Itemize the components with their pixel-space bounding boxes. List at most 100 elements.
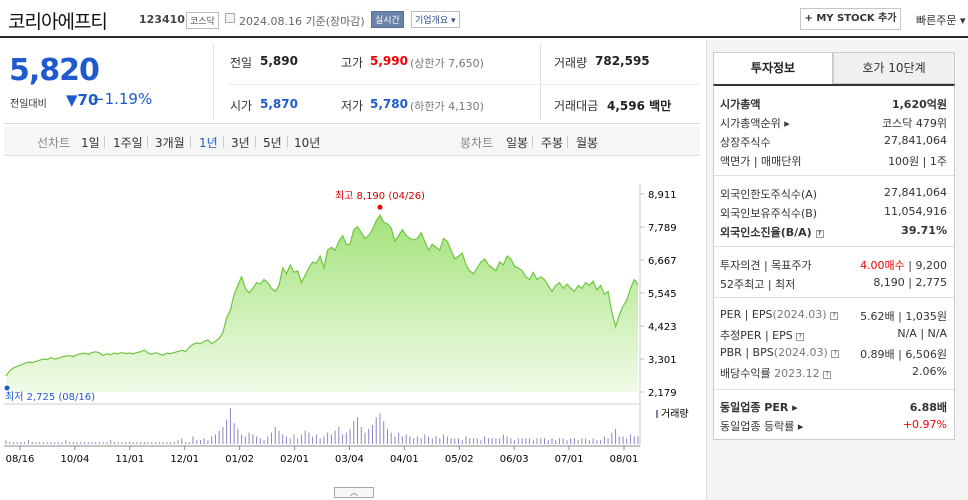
opinion-value: 4.00매수 | 9,200 [860,259,947,272]
y-tick-label: 7,789 [648,223,677,234]
tab-investment-info[interactable]: 투자정보 [713,52,833,84]
divider [540,44,541,120]
cap-rank-link[interactable]: 시가총액순위 ▸ [720,117,790,130]
period-10y[interactable]: 10년 [294,136,321,150]
period-1y[interactable]: 1년 [199,136,218,150]
per-eps-value: 5.62배 | 1,035원 [860,310,947,323]
calendar-icon [225,13,235,23]
period-1w[interactable]: 1주일 [113,136,143,150]
help-icon[interactable]: ? [815,230,824,238]
shares-label: 상장주식수 [720,136,771,149]
change-value: ▼70 [66,91,99,109]
help-icon[interactable]: ? [831,350,840,358]
par-label: 액면가 | 매매단위 [720,155,802,168]
dividend-value: 2.06% [912,365,947,378]
par-value: 100원 | 1주 [888,155,947,168]
candle-monthly[interactable]: 월봉 [576,136,599,150]
y-tick-label: 2,179 [648,388,677,399]
volume-label: 거래량 [554,56,588,70]
x-tick-label: 10/04 [60,454,89,465]
divider [714,297,954,298]
max-label: 최고 8,190 (04/26) [335,190,425,202]
chart-scroll-handle[interactable]: ︿ [334,487,374,498]
industry-rate-link[interactable]: 동일업종 등락률 ▸ [720,420,804,433]
y-tick-label: 8,911 [648,190,677,201]
x-tick-label: 05/02 [445,454,474,465]
foreign-limit-label: 외국인한도주식수(A) [720,188,818,201]
foreign-hold-value: 11,054,916 [884,205,947,218]
candle-daily[interactable]: 일봉 [506,136,529,150]
y-tick-label: 3,301 [648,355,677,366]
divider [190,136,191,148]
divider [714,246,954,247]
est-per-value: N/A | N/A [897,327,947,340]
price-line [5,214,639,377]
candle-chart-label: 봉차트 [460,136,494,150]
x-tick-label: 08/16 [6,454,35,465]
foreign-limit-value: 27,841,064 [884,186,947,199]
week52-label: 52주최고 | 최저 [720,278,796,291]
market-badge: 코스닥 [186,12,219,29]
x-tick-label: 12/01 [170,454,199,465]
investment-info-panel [713,84,955,440]
pbr-bps-label: PBR | BPS(2024.03) ? [720,346,840,359]
stock-code: 123410 [139,13,185,26]
trade-amount-label: 거래대금 [554,99,599,113]
price-area [6,215,638,392]
candle-weekly[interactable]: 주봉 [541,136,564,150]
price-summary [4,40,700,124]
foreign-ratio-value: 39.71% [901,224,947,237]
quick-order-button[interactable]: 빠른주문 ▾ [916,14,966,27]
period-1d[interactable]: 1일 [81,136,100,150]
trade-amount-value: 4,596 백만 [607,99,672,113]
period-bar [4,127,700,156]
open-label: 시가 [230,99,253,113]
price-chart[interactable]: 8,911 7,789 6,667 5,545 4,423 3,301 2,179 최고 8… [4,180,700,480]
x-tick-label: 02/01 [280,454,309,465]
foreign-hold-label: 외국인보유주식수(B) [720,207,818,220]
quote-date: 2024.08.16 기준(장마감) [239,15,365,28]
divider [287,136,288,148]
add-my-stock-button[interactable]: + MY STOCK 추가 [800,8,901,30]
stock-header [0,0,968,38]
line-chart-label: 선차트 [37,136,71,150]
company-overview-button[interactable]: 기업개요 ▾ [411,11,460,28]
volume-legend-swatch [656,410,658,418]
market-cap-value: 1,620억원 [891,98,947,111]
period-5y[interactable]: 5년 [263,136,282,150]
foreign-ratio-label: 외국인소진율(B/A) ? [720,224,824,240]
market-cap-label: 시가총액 [720,98,761,111]
open-value: 5,870 [260,97,298,111]
industry-rate-value: +0.97% [902,418,947,431]
industry-per-link[interactable]: 동일업종 PER ▸ [720,401,798,414]
change-percent: −1.19% [92,90,153,108]
y-tick-label: 4,423 [648,322,677,333]
divider [147,136,148,148]
period-3m[interactable]: 3개월 [155,136,185,150]
low-label: 저가 [341,99,364,113]
divider [104,136,105,148]
period-3y[interactable]: 3년 [231,136,250,150]
prev-close-label: 전일 [230,56,253,70]
min-label: 최저 2,725 (08/16) [5,391,95,403]
x-tick-label: 03/04 [335,454,364,465]
help-icon[interactable]: ? [823,371,832,379]
week52-value: 8,190 | 2,775 [873,276,947,289]
x-tick-label: 04/01 [390,454,419,465]
lower-limit: (하한가 4,130) [410,100,484,113]
x-tick-label: 07/01 [555,454,584,465]
realtime-button[interactable]: 실시간 [371,11,404,28]
x-tick-label: 11/01 [115,454,144,465]
high-label: 고가 [341,56,364,70]
pbr-bps-value: 0.89배 | 6,506원 [860,348,947,361]
down-arrow-icon: ▼ [66,91,78,109]
y-tick-label: 6,667 [648,256,677,267]
prev-close-value: 5,890 [260,54,298,68]
x-tick-label: 08/01 [610,454,639,465]
x-tick-label: 01/02 [225,454,254,465]
opinion-label: 투자의견 | 목표주가 [720,259,812,272]
tab-orderbook[interactable]: 호가 10단계 [833,52,955,84]
help-icon[interactable]: ? [796,333,805,341]
divider [213,44,214,120]
help-icon[interactable]: ? [830,312,839,320]
